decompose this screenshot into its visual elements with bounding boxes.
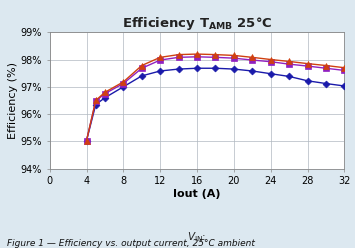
- 38 V: [121, 85, 126, 88]
- 55 V: [176, 53, 181, 56]
- 55 V: [324, 64, 328, 67]
- 38 V: [250, 69, 255, 72]
- Legend: 38 V, 48 V, 55 V: 38 V, 48 V, 55 V: [118, 226, 276, 248]
- 55 V: [287, 60, 291, 63]
- Title: Efficiency $\mathbf{T}_{\mathbf{AMB}}$ 25°C: Efficiency $\mathbf{T}_{\mathbf{AMB}}$ 2…: [122, 15, 272, 32]
- 55 V: [103, 91, 107, 94]
- 38 V: [287, 75, 291, 78]
- 48 V: [195, 55, 199, 58]
- 48 V: [324, 67, 328, 70]
- 38 V: [269, 72, 273, 75]
- 48 V: [158, 59, 162, 62]
- 48 V: [140, 67, 144, 70]
- 38 V: [232, 67, 236, 70]
- 48 V: [250, 59, 255, 62]
- 48 V: [103, 92, 107, 95]
- 48 V: [269, 60, 273, 63]
- 38 V: [140, 74, 144, 77]
- 55 V: [232, 54, 236, 57]
- 55 V: [342, 66, 346, 69]
- 48 V: [287, 63, 291, 66]
- 55 V: [158, 56, 162, 59]
- 48 V: [232, 57, 236, 60]
- 38 V: [176, 67, 181, 70]
- 48 V: [176, 56, 181, 59]
- Y-axis label: Efficiency (%): Efficiency (%): [8, 62, 18, 139]
- 55 V: [269, 58, 273, 61]
- 48 V: [94, 99, 98, 102]
- 38 V: [94, 103, 98, 106]
- 48 V: [342, 69, 346, 72]
- Line: 48 V: 48 V: [84, 54, 347, 143]
- 38 V: [158, 69, 162, 72]
- 55 V: [213, 53, 218, 56]
- Line: 38 V: 38 V: [84, 66, 347, 143]
- 55 V: [121, 80, 126, 83]
- 38 V: [342, 85, 346, 88]
- 48 V: [121, 82, 126, 85]
- 38 V: [324, 82, 328, 85]
- X-axis label: Iout (A): Iout (A): [173, 189, 221, 199]
- 55 V: [305, 62, 310, 65]
- 55 V: [140, 64, 144, 67]
- 38 V: [195, 67, 199, 70]
- Line: 55 V: 55 V: [84, 51, 347, 143]
- 55 V: [94, 99, 98, 102]
- 48 V: [84, 139, 89, 142]
- 55 V: [195, 53, 199, 56]
- Text: Figure 1 — Efficiency vs. output current, 25°C ambient: Figure 1 — Efficiency vs. output current…: [7, 239, 255, 248]
- 38 V: [84, 139, 89, 142]
- 48 V: [305, 64, 310, 67]
- 55 V: [250, 56, 255, 59]
- 38 V: [305, 79, 310, 82]
- 48 V: [213, 56, 218, 59]
- 38 V: [103, 96, 107, 99]
- 55 V: [84, 139, 89, 142]
- 38 V: [213, 67, 218, 70]
